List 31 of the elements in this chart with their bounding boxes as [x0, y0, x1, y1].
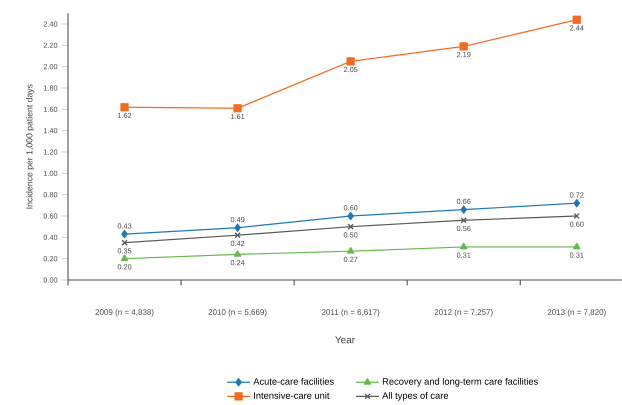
point — [233, 104, 242, 112]
x-tick-label: 2012 (n = 7,257) — [434, 309, 493, 317]
legend-label: Recovery and long-term care facilities — [382, 378, 538, 387]
point — [572, 16, 581, 24]
x-tick-label: 2009 (n = 4,838) — [95, 309, 154, 317]
y-axis-title: Incidence per 1,000 patient days — [26, 84, 34, 209]
point — [347, 212, 354, 220]
point — [234, 250, 242, 257]
point — [120, 254, 128, 262]
point — [346, 57, 355, 66]
point — [574, 199, 580, 208]
point — [120, 103, 129, 112]
point — [234, 224, 241, 232]
point — [460, 42, 468, 51]
point — [121, 230, 128, 238]
legend-label: All types of care — [382, 392, 448, 401]
point — [460, 217, 467, 224]
x-tick-label: 2010 (n = 5,669) — [208, 309, 267, 317]
point — [460, 205, 467, 214]
x-axis-title: Year — [335, 336, 355, 344]
point — [460, 242, 468, 250]
point — [573, 242, 580, 250]
point — [234, 232, 241, 238]
x-tick-label: 2013 (n = 7,820) — [548, 309, 606, 317]
legend-label: Acute-care facilities — [253, 378, 334, 385]
point — [346, 247, 354, 254]
x-tick-label: 2011 (n = 6,617) — [322, 309, 380, 317]
point — [574, 212, 580, 220]
legend-label: Intensive-care unit — [254, 392, 330, 399]
point — [348, 224, 354, 230]
point — [121, 240, 128, 246]
